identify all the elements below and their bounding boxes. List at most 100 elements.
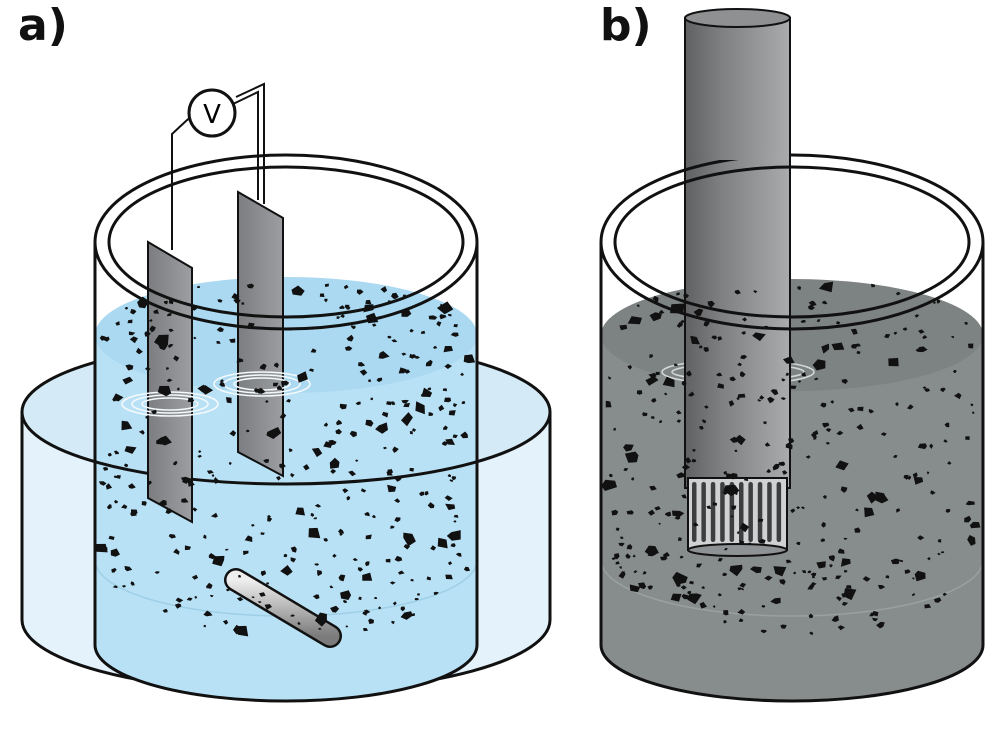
particle-icon	[743, 477, 749, 482]
particle-icon	[800, 506, 805, 510]
particle-icon	[392, 296, 397, 299]
particle-icon	[338, 574, 346, 582]
particle-icon	[297, 621, 301, 625]
particle-icon	[816, 561, 826, 569]
particle-icon	[740, 371, 746, 378]
particle-icon	[629, 584, 641, 593]
particle-icon	[387, 484, 397, 493]
particle-icon	[878, 584, 886, 590]
particle-icon	[807, 570, 812, 574]
particle-icon	[233, 624, 243, 635]
particle-icon	[933, 301, 936, 304]
particle-icon	[767, 396, 775, 404]
particle-icon	[826, 442, 830, 445]
particle-icon	[841, 593, 848, 598]
particle-icon	[166, 312, 172, 317]
particle-icon	[785, 442, 793, 450]
particle-icon	[463, 354, 476, 364]
particle-icon	[778, 461, 786, 466]
particle-icon	[461, 401, 466, 405]
particle-icon	[425, 359, 433, 367]
particle-icon	[222, 619, 229, 625]
particle-icon	[173, 355, 180, 362]
particle-icon	[216, 326, 224, 332]
particle-icon	[805, 455, 811, 459]
particle-icon	[830, 400, 835, 404]
particle-icon	[417, 593, 421, 596]
particle-icon	[433, 345, 437, 349]
particle-icon	[414, 355, 420, 359]
particle-icon	[632, 554, 636, 558]
particle-icon	[717, 557, 723, 562]
particle-icon	[225, 548, 229, 551]
particle-icon	[899, 559, 904, 563]
particle-icon	[362, 572, 373, 581]
particle-icon	[386, 401, 393, 406]
particle-icon	[401, 412, 413, 427]
particle-icon	[427, 502, 435, 509]
particle-icon	[106, 504, 112, 510]
particle-icon	[927, 557, 931, 561]
particle-icon	[843, 537, 848, 540]
particle-icon	[740, 354, 748, 360]
particle-icon	[259, 363, 267, 370]
particle-icon	[929, 443, 934, 449]
particle-icon	[676, 292, 680, 296]
particle-icon	[822, 495, 827, 499]
particle-icon	[836, 430, 844, 436]
particle-icon	[649, 485, 657, 491]
particle-icon	[442, 388, 447, 392]
particle-icon	[211, 474, 215, 477]
particle-icon	[624, 451, 639, 463]
particle-icon	[836, 596, 842, 602]
particle-icon	[365, 419, 374, 427]
particle-icon	[687, 593, 702, 605]
particle-icon	[741, 331, 746, 335]
beaker-icon	[599, 242, 985, 703]
particle-icon	[703, 321, 710, 327]
particle-icon	[310, 512, 315, 517]
particle-icon	[173, 460, 178, 466]
particle-icon	[371, 514, 376, 519]
particle-icon	[737, 393, 746, 398]
particle-icon	[233, 298, 241, 304]
particle-icon	[840, 558, 851, 567]
particle-icon	[911, 592, 916, 597]
particle-icon	[608, 376, 612, 380]
particle-icon	[372, 323, 377, 327]
particle-icon	[676, 410, 682, 415]
panel-a-label: a)	[18, 0, 68, 51]
particle-icon	[359, 369, 368, 376]
particle-icon	[401, 352, 407, 356]
particle-icon	[345, 625, 349, 628]
particle-icon	[843, 588, 857, 601]
particle-icon	[608, 473, 613, 478]
particle-icon	[219, 381, 226, 387]
particle-icon	[365, 561, 370, 567]
particle-icon	[914, 314, 920, 318]
particle-icon	[177, 387, 180, 391]
particle-icon	[722, 572, 728, 577]
particle-icon	[363, 628, 368, 632]
particle-icon	[115, 321, 120, 326]
particle-icon	[403, 369, 411, 374]
particle-icon	[649, 354, 654, 358]
particle-icon	[387, 469, 390, 472]
particle-icon	[884, 334, 891, 339]
particle-icon	[626, 544, 633, 550]
particle-icon	[453, 520, 457, 523]
particle-icon	[807, 304, 815, 310]
particle-icon	[391, 401, 396, 406]
particle-icon	[687, 591, 692, 595]
particle-icon	[945, 508, 951, 513]
particle-icon	[332, 553, 337, 558]
particle-icon	[649, 312, 662, 322]
particle-icon	[655, 371, 660, 376]
particle-icon	[970, 403, 974, 407]
particle-icon	[225, 588, 230, 592]
particle-icon	[687, 391, 695, 397]
particle-icon	[782, 470, 788, 475]
particle-icon	[463, 566, 470, 572]
particle-icon	[723, 620, 727, 624]
particle-icon	[825, 428, 832, 433]
